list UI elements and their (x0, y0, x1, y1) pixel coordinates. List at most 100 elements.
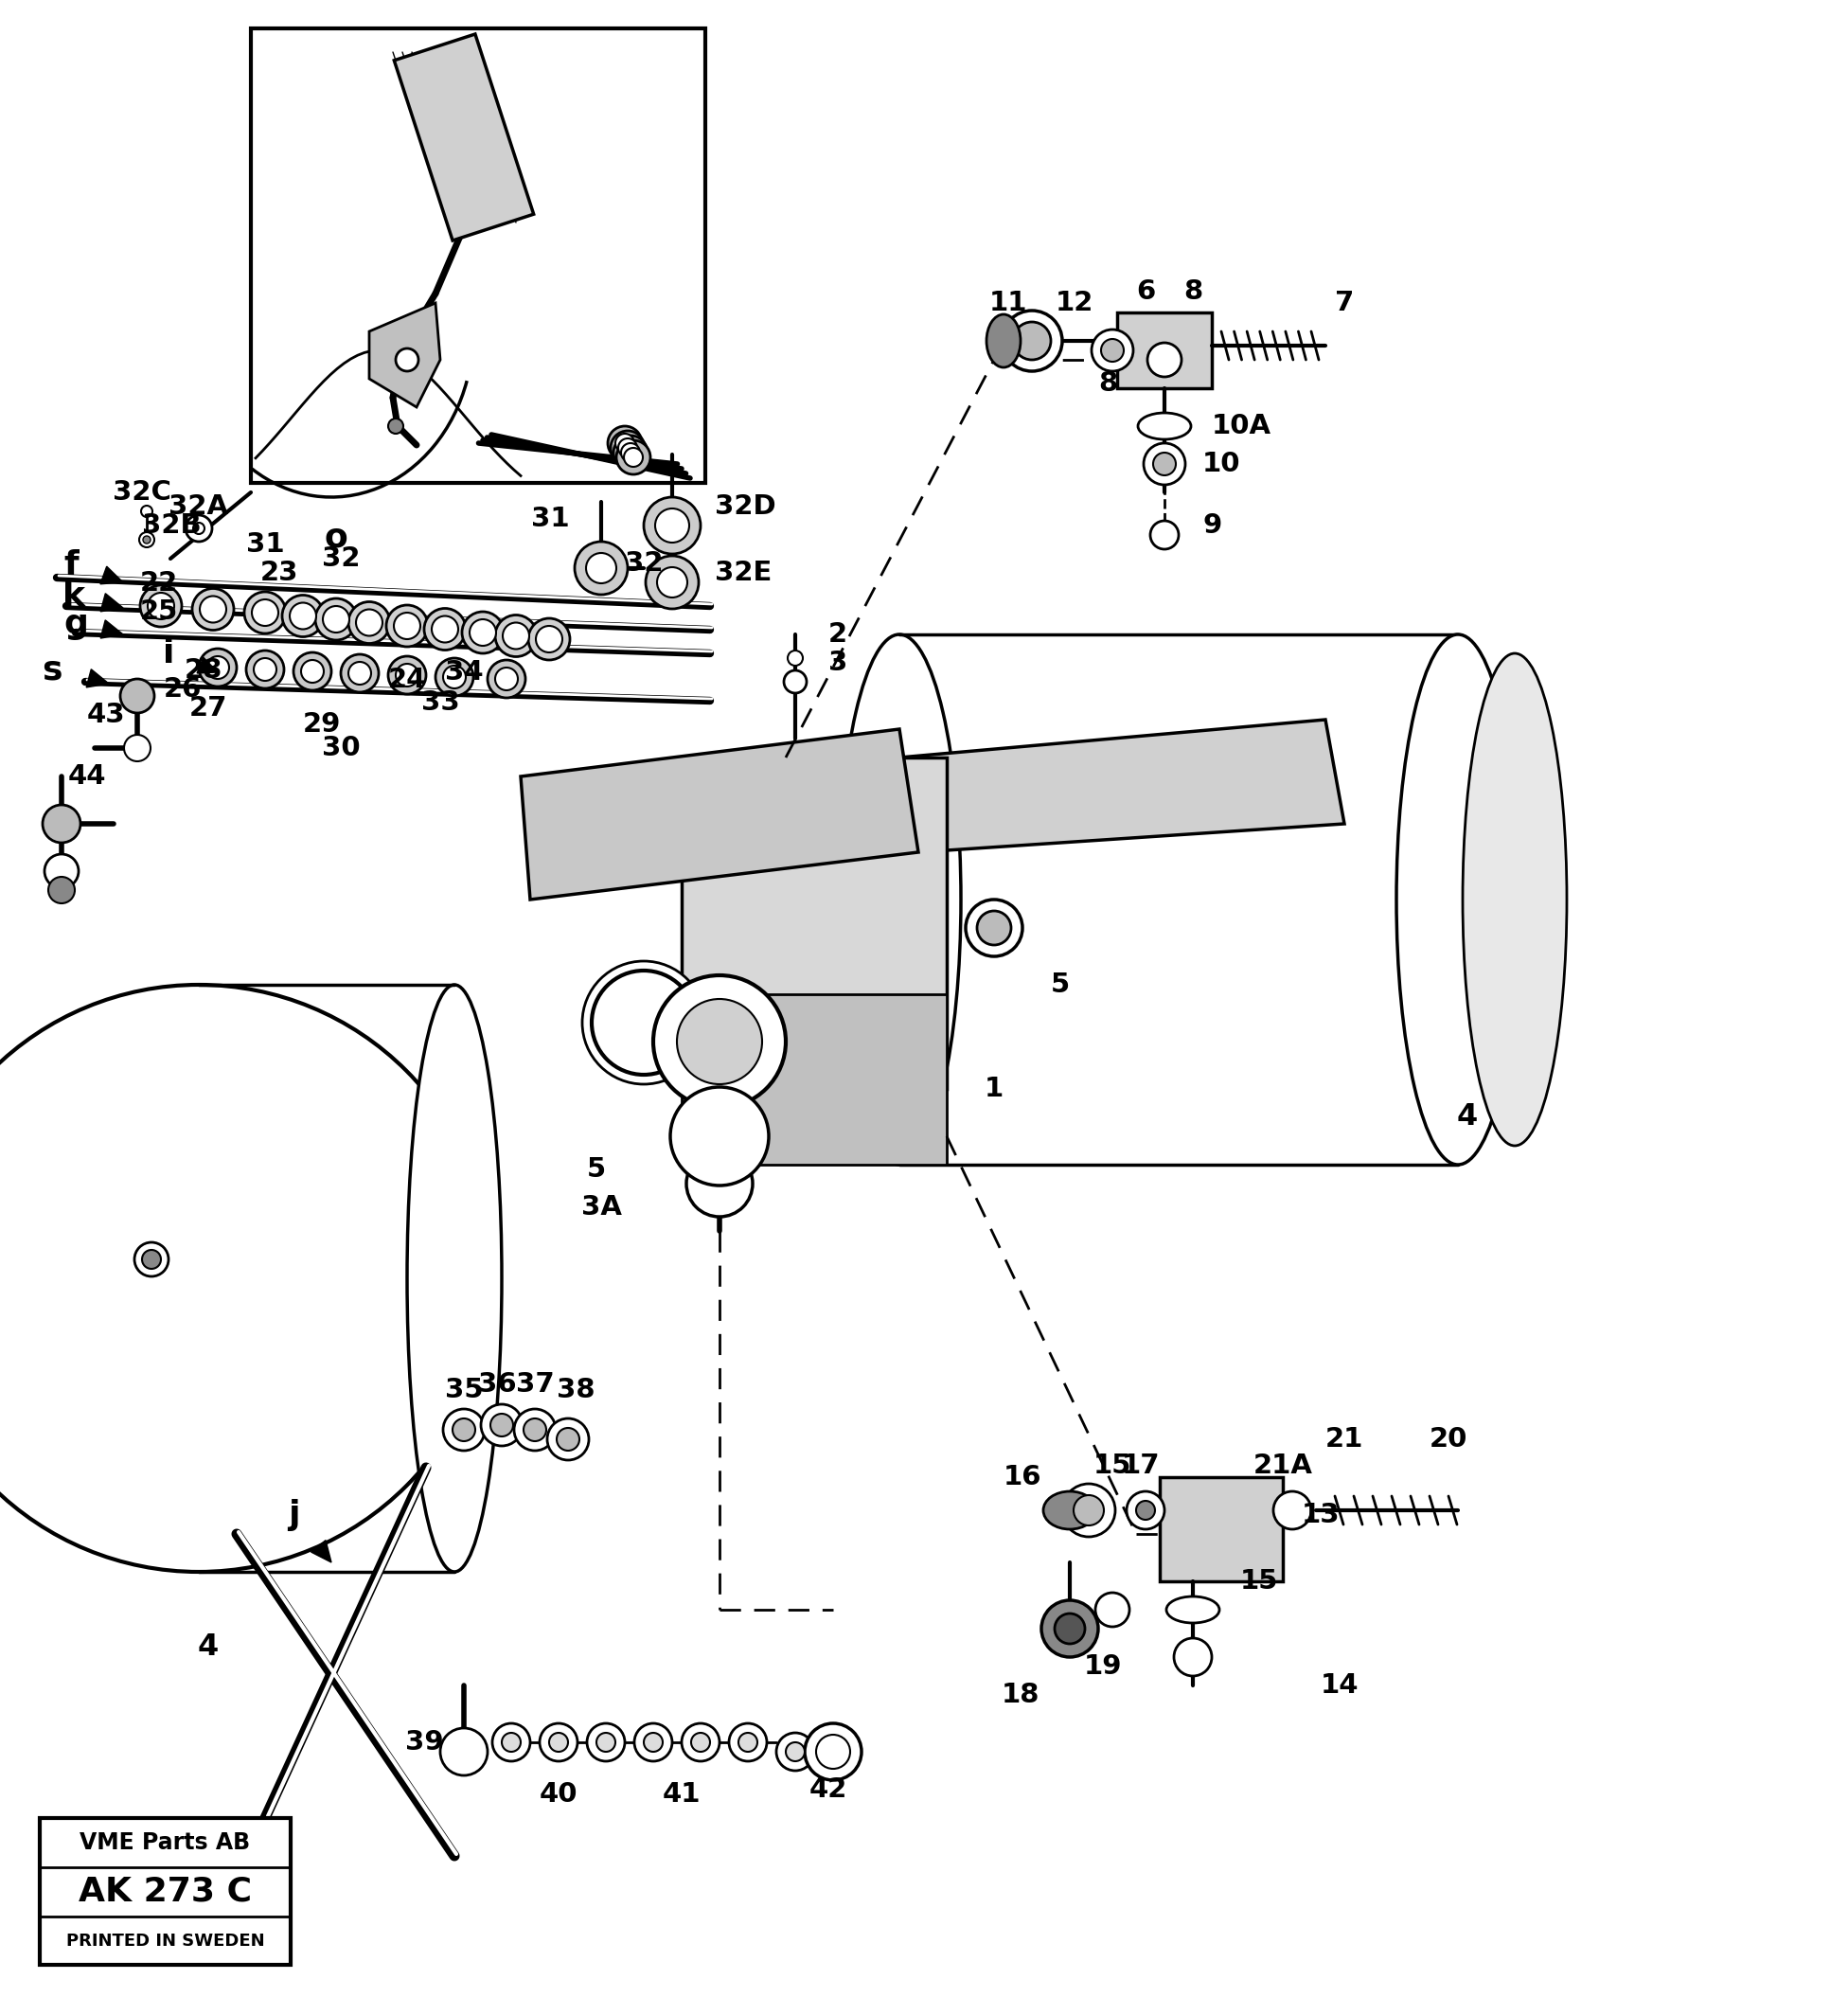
Circle shape (192, 589, 235, 631)
Text: 30: 30 (322, 735, 360, 761)
Text: o: o (325, 521, 347, 553)
Circle shape (388, 657, 427, 695)
Circle shape (395, 347, 418, 371)
Text: PRINTED IN SWEDEN: PRINTED IN SWEDEN (67, 1933, 264, 1949)
Polygon shape (310, 1540, 331, 1562)
Circle shape (1055, 1614, 1085, 1644)
Text: 32D: 32D (715, 493, 776, 519)
Circle shape (549, 1733, 567, 1751)
Text: 21A: 21A (1253, 1452, 1312, 1480)
Circle shape (824, 1741, 843, 1761)
Text: 11: 11 (989, 290, 1027, 316)
Circle shape (492, 1723, 530, 1761)
Text: 36: 36 (479, 1372, 516, 1398)
Text: 35: 35 (445, 1376, 482, 1404)
Text: 19: 19 (1083, 1654, 1122, 1679)
Polygon shape (87, 669, 109, 687)
Text: 16: 16 (1003, 1464, 1042, 1490)
Text: s: s (43, 655, 63, 687)
Text: 14: 14 (1321, 1671, 1358, 1699)
Circle shape (575, 541, 628, 595)
Circle shape (43, 805, 81, 843)
Text: 41: 41 (662, 1781, 700, 1807)
Ellipse shape (1138, 413, 1190, 439)
Circle shape (1149, 521, 1179, 549)
Text: 8: 8 (1098, 369, 1118, 397)
Circle shape (294, 653, 331, 691)
Text: 32C: 32C (113, 479, 172, 505)
Circle shape (453, 1418, 475, 1442)
Ellipse shape (671, 1086, 769, 1186)
Circle shape (536, 625, 562, 653)
Bar (41, 1817, 290, 1965)
Circle shape (490, 1414, 514, 1436)
Text: 23: 23 (261, 559, 299, 587)
Circle shape (1273, 1492, 1312, 1530)
Circle shape (432, 615, 458, 643)
Text: 12: 12 (1055, 290, 1094, 316)
Circle shape (785, 1741, 804, 1761)
Text: 39: 39 (405, 1729, 444, 1755)
Circle shape (658, 567, 687, 597)
Circle shape (425, 609, 466, 651)
Circle shape (978, 911, 1011, 945)
Circle shape (124, 735, 150, 761)
Text: 34: 34 (445, 659, 482, 685)
Circle shape (185, 515, 213, 541)
Circle shape (514, 1410, 556, 1450)
Circle shape (691, 1733, 710, 1751)
Circle shape (547, 1418, 590, 1460)
Circle shape (290, 603, 316, 629)
Circle shape (1153, 453, 1175, 475)
Circle shape (1127, 1492, 1164, 1530)
Text: 10A: 10A (1212, 413, 1271, 439)
Circle shape (469, 619, 495, 645)
Circle shape (244, 591, 286, 633)
Ellipse shape (652, 975, 785, 1108)
Text: 44: 44 (68, 763, 107, 789)
Circle shape (340, 655, 379, 693)
Text: 43: 43 (87, 701, 126, 729)
Text: 8: 8 (1183, 278, 1203, 306)
Circle shape (323, 605, 349, 633)
Ellipse shape (1166, 1596, 1220, 1624)
Text: 25: 25 (140, 599, 177, 625)
Ellipse shape (1044, 1492, 1096, 1530)
Circle shape (503, 1733, 521, 1751)
Text: j: j (288, 1500, 299, 1532)
Text: 3: 3 (828, 649, 848, 677)
Circle shape (784, 671, 806, 693)
Text: k: k (63, 581, 85, 613)
Text: 6: 6 (1137, 278, 1155, 306)
Text: 32E: 32E (715, 559, 772, 587)
Polygon shape (100, 593, 124, 611)
Circle shape (686, 1150, 752, 1216)
Circle shape (1137, 1502, 1155, 1520)
Ellipse shape (407, 985, 503, 1572)
Circle shape (625, 447, 643, 467)
Circle shape (1002, 312, 1063, 371)
Text: 4: 4 (1456, 1102, 1478, 1132)
Text: 27: 27 (188, 695, 227, 721)
Text: 33: 33 (421, 689, 460, 715)
Text: 7: 7 (1334, 290, 1355, 316)
Polygon shape (266, 1867, 288, 1885)
Circle shape (395, 663, 418, 687)
Circle shape (436, 659, 473, 697)
Circle shape (1101, 339, 1124, 361)
Circle shape (349, 661, 371, 685)
Circle shape (614, 435, 647, 469)
Ellipse shape (1397, 635, 1519, 1164)
Circle shape (142, 535, 150, 543)
Circle shape (394, 613, 419, 639)
Circle shape (645, 555, 699, 609)
Circle shape (462, 611, 505, 653)
Circle shape (135, 1242, 168, 1276)
Text: 38: 38 (556, 1376, 595, 1404)
Text: 1: 1 (985, 1076, 1003, 1102)
Circle shape (617, 439, 650, 475)
Circle shape (728, 1723, 767, 1761)
Circle shape (316, 599, 357, 641)
Text: 29: 29 (303, 711, 342, 737)
Text: 15: 15 (1094, 1452, 1131, 1480)
